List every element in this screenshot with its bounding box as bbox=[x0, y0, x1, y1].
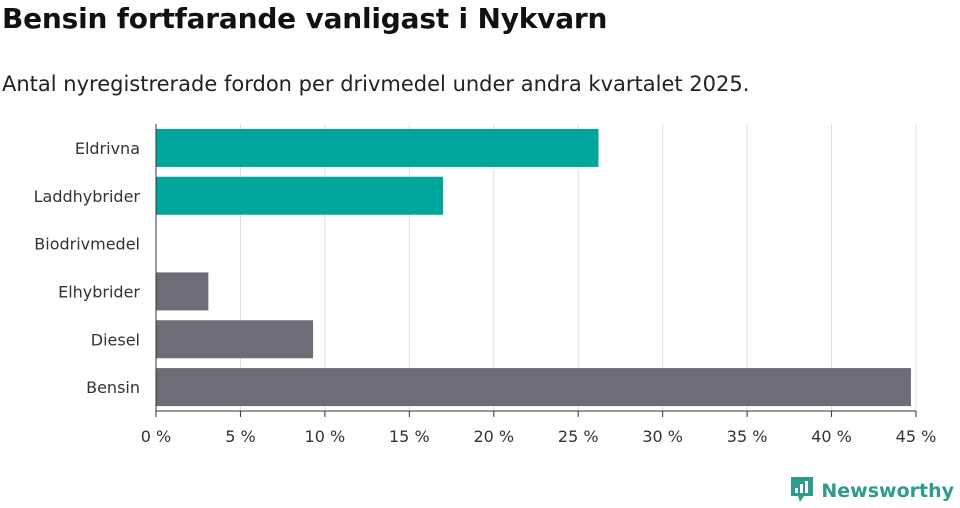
category-label: Biodrivmedel bbox=[34, 235, 140, 254]
chart-subtitle: Antal nyregistrerade fordon per drivmede… bbox=[2, 72, 750, 96]
x-axis: 0 % 5 % 10 % 15 % 20 % 25 % 30 % 35 % 40 % 45 % bbox=[141, 124, 937, 446]
bar-laddhybrider bbox=[156, 176, 444, 215]
bar-diesel bbox=[156, 320, 314, 359]
category-label: Laddhybrider bbox=[34, 187, 141, 206]
bar-bensin bbox=[156, 368, 911, 407]
x-tick-label: 40 % bbox=[811, 427, 852, 446]
newsworthy-logo-icon bbox=[789, 474, 815, 508]
category-label: Eldrivna bbox=[75, 139, 140, 158]
category-label: Bensin bbox=[86, 378, 140, 397]
grid-lines bbox=[239, 124, 917, 411]
x-tick-label: 35 % bbox=[727, 427, 768, 446]
category-label: Diesel bbox=[91, 330, 140, 349]
x-tick-label: 45 % bbox=[896, 427, 937, 446]
x-tick-label: 25 % bbox=[558, 427, 599, 446]
bar-chart: Eldrivna Laddhybrider Biodrivmedel Elhybrid… bbox=[34, 124, 937, 446]
bar-eldrivna bbox=[156, 128, 599, 167]
x-tick-label: 0 % bbox=[141, 427, 171, 446]
x-tick-label: 10 % bbox=[305, 427, 346, 446]
brand-name: Newsworthy bbox=[821, 480, 954, 502]
x-tick-label: 20 % bbox=[473, 427, 514, 446]
brand: Newsworthy bbox=[789, 474, 954, 508]
bar-elhybrider bbox=[156, 272, 209, 311]
x-tick-label: 15 % bbox=[389, 427, 430, 446]
category-label: Elhybrider bbox=[58, 282, 140, 301]
chart-title: Bensin fortfarande vanligast i Nykvarn bbox=[2, 2, 608, 35]
x-tick-label: 30 % bbox=[642, 427, 683, 446]
x-tick-label: 5 % bbox=[225, 427, 255, 446]
category-labels: Eldrivna Laddhybrider Biodrivmedel Elhybrid… bbox=[34, 139, 141, 397]
bars bbox=[156, 128, 911, 407]
